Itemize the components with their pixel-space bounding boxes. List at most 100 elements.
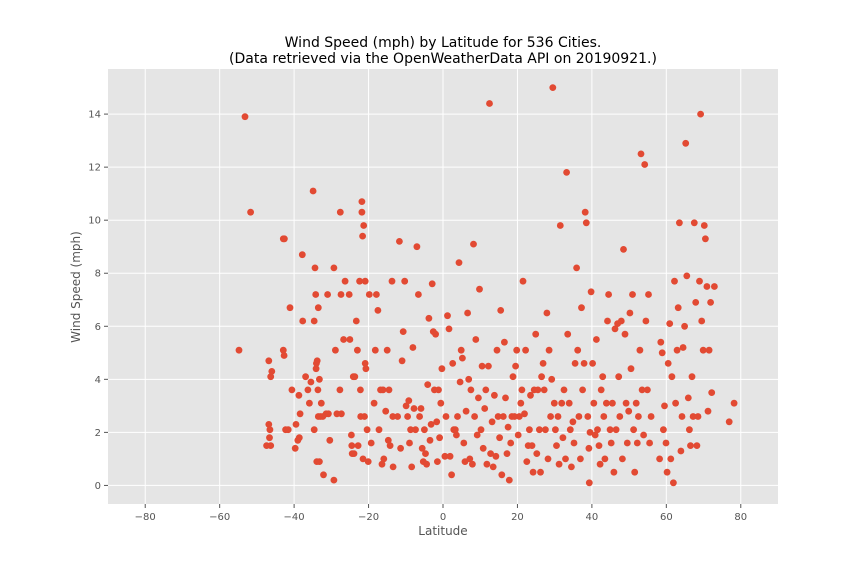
- data-point: [266, 426, 274, 434]
- data-point: [574, 346, 582, 354]
- data-point: [448, 471, 455, 479]
- data-point: [610, 468, 618, 476]
- data-point: [454, 413, 461, 420]
- data-point: [656, 455, 663, 463]
- data-point: [517, 399, 525, 407]
- data-point: [514, 431, 522, 439]
- y-tick-label: 4: [95, 375, 101, 386]
- data-point: [332, 346, 339, 354]
- data-point: [476, 285, 483, 293]
- data-point: [388, 277, 396, 285]
- data-point: [441, 452, 449, 460]
- data-point: [553, 442, 560, 449]
- data-point: [538, 373, 545, 381]
- data-point: [596, 460, 604, 468]
- data-point: [688, 373, 696, 381]
- data-point: [630, 426, 637, 434]
- x-tick-label: −40: [284, 512, 305, 523]
- data-point: [408, 463, 416, 471]
- data-point: [421, 426, 428, 434]
- data-point: [586, 429, 594, 436]
- data-point: [486, 100, 493, 107]
- data-point: [547, 413, 554, 420]
- axis-ticks: −80 −60 −40 −20 0 20 40 60 80 0 2 4 6 8 10 12 14: [88, 110, 747, 523]
- data-point: [568, 463, 575, 471]
- data-point: [679, 344, 687, 351]
- data-point: [644, 386, 651, 394]
- data-point: [550, 399, 558, 407]
- data-point: [504, 423, 512, 431]
- data-point: [686, 426, 693, 434]
- data-point: [397, 444, 404, 452]
- data-point: [482, 386, 490, 394]
- y-tick-label: 14: [88, 110, 101, 121]
- data-point: [361, 360, 369, 367]
- data-point: [570, 439, 578, 447]
- data-point: [389, 413, 397, 420]
- data-point: [445, 325, 453, 333]
- data-point: [668, 373, 676, 381]
- data-point: [481, 405, 489, 412]
- data-point: [494, 413, 502, 420]
- data-point: [428, 280, 436, 288]
- data-point: [676, 219, 683, 227]
- data-point: [459, 354, 466, 362]
- data-point: [705, 346, 713, 354]
- data-point: [284, 426, 292, 434]
- data-point: [658, 349, 666, 357]
- data-point: [389, 463, 397, 471]
- data-point: [266, 434, 273, 442]
- data-point: [699, 346, 707, 354]
- data-point: [485, 362, 492, 370]
- data-point: [473, 431, 481, 439]
- data-point: [362, 365, 370, 373]
- data-point: [286, 304, 294, 312]
- data-point: [320, 471, 327, 479]
- data-point: [623, 439, 631, 447]
- data-point: [354, 346, 361, 354]
- data-point: [526, 426, 533, 434]
- data-point: [359, 455, 367, 463]
- data-point: [336, 208, 344, 216]
- data-point: [681, 322, 688, 330]
- data-point: [479, 444, 487, 452]
- data-point: [657, 338, 665, 346]
- data-point: [487, 450, 494, 457]
- data-point: [374, 307, 382, 314]
- data-point: [241, 113, 249, 121]
- data-point: [296, 410, 304, 418]
- data-point: [507, 439, 515, 447]
- data-point: [607, 439, 615, 447]
- data-point: [310, 317, 318, 325]
- data-point: [309, 187, 317, 195]
- data-point: [559, 434, 567, 442]
- data-point: [465, 375, 473, 383]
- data-point: [281, 235, 288, 243]
- data-point: [311, 264, 319, 272]
- data-point: [354, 442, 362, 449]
- data-point: [704, 407, 712, 415]
- data-point: [235, 346, 243, 354]
- data-point: [497, 307, 505, 314]
- data-point: [565, 399, 573, 407]
- data-point: [346, 336, 354, 343]
- data-point: [518, 386, 526, 394]
- data-point: [636, 346, 644, 354]
- data-point: [711, 283, 718, 290]
- data-point: [280, 352, 288, 359]
- x-tick-label: 20: [511, 512, 524, 523]
- grid-lines: [108, 69, 778, 504]
- data-point: [582, 219, 590, 227]
- data-point: [693, 442, 701, 449]
- x-axis-label: Latitude: [418, 524, 467, 538]
- data-point: [619, 455, 626, 463]
- data-point: [496, 434, 503, 442]
- data-point: [488, 418, 496, 426]
- data-point: [396, 238, 403, 245]
- data-point: [580, 360, 588, 367]
- data-point: [537, 468, 544, 476]
- data-point: [433, 418, 441, 426]
- data-point: [357, 386, 364, 394]
- data-point: [351, 373, 359, 381]
